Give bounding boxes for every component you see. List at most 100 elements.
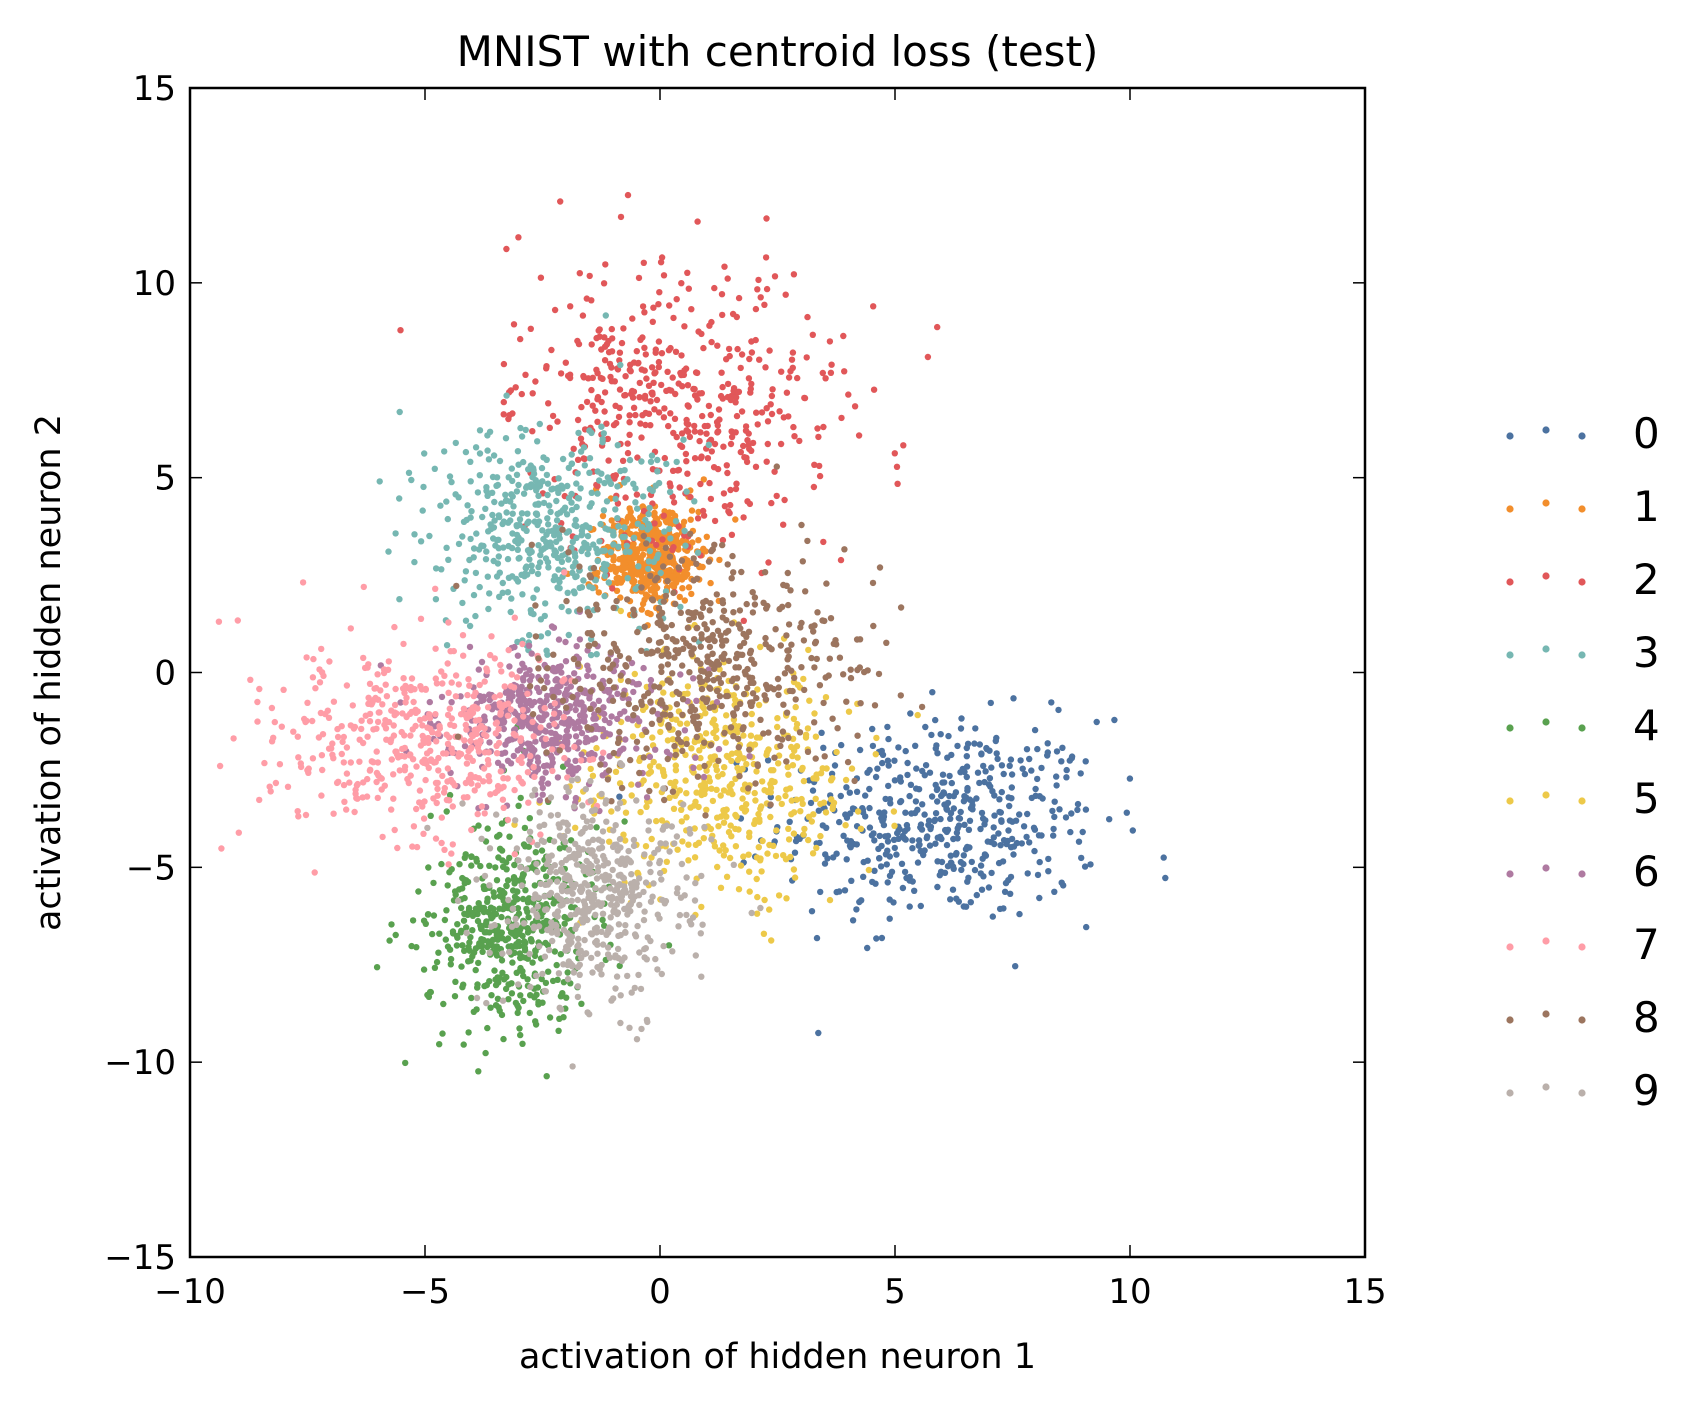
data-point: [489, 936, 497, 943]
data-point: [748, 721, 755, 728]
data-point: [752, 305, 760, 313]
data-point: [597, 374, 604, 382]
data-point: [672, 348, 680, 355]
data-point: [610, 827, 617, 834]
data-point: [705, 441, 712, 448]
data-point: [534, 868, 541, 876]
data-point: [1026, 755, 1033, 763]
data-point: [648, 585, 656, 593]
data-point: [391, 623, 398, 631]
data-point: [427, 747, 434, 754]
data-point: [415, 888, 422, 895]
data-point: [554, 930, 561, 938]
data-point: [455, 540, 463, 548]
data-point: [476, 427, 484, 434]
data-point: [585, 889, 592, 896]
data-point: [723, 813, 730, 820]
data-point: [532, 484, 540, 492]
data-point: [648, 452, 656, 459]
data-point: [409, 756, 417, 763]
data-point: [652, 482, 659, 489]
data-point: [1066, 757, 1074, 764]
data-point: [716, 847, 723, 854]
data-point: [526, 828, 534, 835]
data-point: [601, 479, 608, 487]
data-point: [484, 573, 491, 580]
data-point: [734, 756, 742, 764]
data-point: [507, 517, 514, 524]
data-point: [445, 689, 452, 696]
data-point: [904, 759, 911, 767]
data-point: [986, 775, 994, 782]
data-point: [605, 457, 612, 464]
data-point: [849, 917, 857, 924]
data-point: [957, 808, 964, 816]
data-point: [550, 693, 557, 701]
data-point: [391, 701, 399, 709]
data-point: [622, 662, 629, 669]
data-point: [467, 478, 474, 485]
data-point: [452, 439, 459, 447]
data-point: [529, 390, 536, 397]
data-point: [616, 793, 623, 800]
data-point: [544, 480, 552, 487]
data-point: [934, 798, 941, 805]
data-point: [825, 672, 832, 679]
data-point: [621, 479, 628, 486]
data-point: [673, 833, 681, 840]
data-point: [536, 797, 543, 804]
data-point: [764, 685, 771, 693]
data-point: [508, 671, 515, 678]
data-point: [676, 484, 683, 491]
data-point: [613, 587, 621, 594]
data-point: [456, 861, 463, 868]
data-point: [516, 516, 524, 523]
data-point: [730, 387, 737, 395]
data-point: [977, 870, 984, 877]
data-point: [525, 642, 533, 649]
data-point: [694, 515, 702, 522]
data-point: [711, 843, 719, 850]
data-point: [526, 815, 533, 822]
data-point: [673, 716, 680, 723]
data-point: [944, 863, 952, 870]
data-point: [425, 764, 432, 772]
data-point: [536, 420, 543, 428]
data-point: [921, 811, 928, 818]
data-point: [817, 888, 824, 896]
data-point: [576, 270, 583, 277]
data-point: [452, 978, 459, 985]
data-point: [549, 767, 556, 775]
data-point: [883, 861, 890, 868]
data-point: [763, 405, 770, 412]
data-point: [740, 514, 747, 521]
data-point: [684, 470, 691, 477]
data-point: [622, 736, 629, 743]
data-point: [621, 467, 628, 474]
data-point: [593, 875, 601, 882]
data-point: [810, 483, 818, 491]
data-point: [767, 401, 774, 408]
data-point: [836, 654, 844, 661]
data-point: [330, 698, 338, 705]
data-point: [532, 378, 539, 385]
data-point: [706, 778, 713, 785]
data-point: [725, 345, 733, 353]
data-point: [605, 349, 613, 356]
data-point: [583, 857, 590, 865]
data-point: [847, 810, 854, 817]
data-point: [453, 582, 460, 590]
data-point: [539, 478, 546, 485]
data-point: [851, 777, 858, 785]
data-point: [483, 918, 490, 925]
data-point: [613, 597, 620, 605]
data-point: [1010, 695, 1017, 702]
data-point: [693, 575, 701, 582]
data-point: [1053, 773, 1060, 780]
data-point: [730, 733, 737, 740]
data-point: [669, 374, 676, 381]
data-point: [674, 467, 681, 474]
data-point: [815, 807, 822, 814]
data-point: [790, 809, 798, 816]
data-point: [452, 891, 459, 898]
